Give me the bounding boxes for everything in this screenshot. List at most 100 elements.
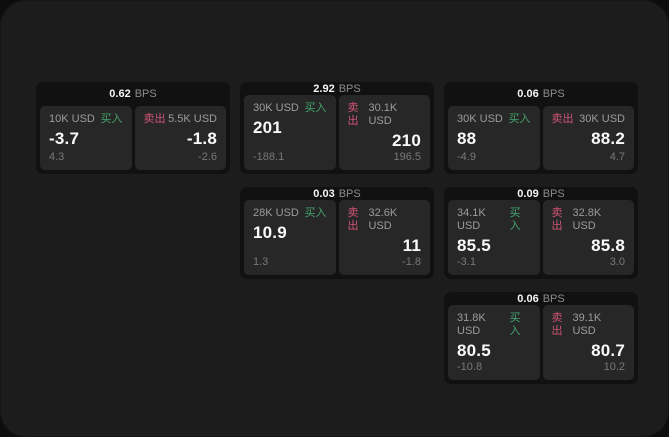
buy-top-row: 10K USD 买入 <box>49 113 123 126</box>
quote-card-grid: 0.62 BPS 10K USD 买入 -3.7 4.3 卖出 5.5K USD <box>36 82 638 384</box>
spread-header: 2.92 BPS <box>244 82 430 95</box>
buy-amount: 34.1K USD <box>457 207 486 232</box>
buy-price: 88 <box>457 129 477 148</box>
buy-panel[interactable]: 31.8K USD 买入 80.5 -10.8 <box>448 305 540 380</box>
buy-sub-value: 4.3 <box>49 151 65 163</box>
buy-top-row: 30K USD 买入 <box>253 102 327 115</box>
sell-sub-value: -1.8 <box>402 256 421 268</box>
spread-unit: BPS <box>542 88 565 100</box>
sell-sub-value: 196.5 <box>393 151 421 163</box>
buy-top-row: 28K USD 买入 <box>253 207 327 220</box>
quote-card: 0.06 BPS 31.8K USD 买入 80.5 -10.8 卖出 39.1… <box>444 292 638 384</box>
spread-value: 0.62 <box>109 88 131 100</box>
quote-card: 2.92 BPS 30K USD 买入 201 -188.1 卖出 30.1K … <box>240 82 434 174</box>
buy-sub-value: -10.8 <box>457 361 483 373</box>
buy-label: 买入 <box>509 207 521 232</box>
buy-top-row: 30K USD 买入 <box>457 113 531 126</box>
spread-unit: BPS <box>542 292 565 305</box>
sell-amount: 32.8K USD <box>572 207 602 232</box>
buy-top-row: 31.8K USD 买入 <box>457 312 531 338</box>
spread-value: 0.06 <box>517 88 539 100</box>
buy-sub-value: -3.1 <box>457 256 476 268</box>
buy-label: 买入 <box>100 113 123 125</box>
sell-panel[interactable]: 卖出 39.1K USD 80.7 10.2 <box>542 305 634 380</box>
buy-sub-value: -4.9 <box>457 151 476 163</box>
sell-top-row: 卖出 32.8K USD <box>552 207 626 233</box>
buy-amount: 30K USD <box>457 113 503 125</box>
sell-price: 11 <box>402 236 421 255</box>
quote-card: 0.06 BPS 30K USD 买入 88 -4.9 卖出 30K USD <box>444 82 638 174</box>
buy-label: 买入 <box>509 312 521 337</box>
sell-top-row: 卖出 32.6K USD <box>348 207 422 233</box>
sell-label: 卖出 <box>551 113 574 125</box>
sell-sub-value: 3.0 <box>609 256 625 268</box>
spread-header: 0.06 BPS <box>448 292 634 305</box>
buy-price: 85.5 <box>457 236 491 255</box>
quote-card-body: 10K USD 买入 -3.7 4.3 卖出 5.5K USD -1.8 -2.… <box>40 106 226 170</box>
sell-label: 卖出 <box>347 207 359 232</box>
sell-price: 85.8 <box>591 236 625 255</box>
quote-card-body: 30K USD 买入 88 -4.9 卖出 30K USD 88.2 4.7 <box>448 106 634 170</box>
quote-card-body: 28K USD 买入 10.9 1.3 卖出 32.6K USD 11 -1.8 <box>244 200 430 275</box>
buy-price: 80.5 <box>457 341 491 360</box>
sell-panel[interactable]: 卖出 30K USD 88.2 4.7 <box>542 106 634 170</box>
buy-price: -3.7 <box>49 129 80 148</box>
buy-label: 买入 <box>304 207 327 219</box>
buy-price: 201 <box>253 118 282 137</box>
spread-header: 0.06 BPS <box>448 82 634 106</box>
quote-card-body: 31.8K USD 买入 80.5 -10.8 卖出 39.1K USD 80.… <box>448 305 634 380</box>
sell-amount: 30.1K USD <box>368 102 398 127</box>
spread-header: 0.09 BPS <box>448 187 634 200</box>
sell-price: -1.8 <box>186 129 217 148</box>
buy-panel[interactable]: 28K USD 买入 10.9 1.3 <box>244 200 336 275</box>
sell-sub-value: 4.7 <box>609 151 625 163</box>
sell-label: 卖出 <box>143 113 166 125</box>
sell-label: 卖出 <box>551 207 563 232</box>
sell-amount: 5.5K USD <box>168 113 217 125</box>
buy-label: 买入 <box>508 113 531 125</box>
buy-sub-value: 1.3 <box>253 256 269 268</box>
buy-amount: 31.8K USD <box>457 312 486 337</box>
spread-value: 0.06 <box>517 292 539 305</box>
sell-sub-value: -2.6 <box>198 151 217 163</box>
buy-price: 10.9 <box>253 223 287 242</box>
quote-card: 0.62 BPS 10K USD 买入 -3.7 4.3 卖出 5.5K USD <box>36 82 230 174</box>
buy-top-row: 34.1K USD 买入 <box>457 207 531 233</box>
sell-panel[interactable]: 卖出 30.1K USD 210 196.5 <box>338 95 430 170</box>
buy-panel[interactable]: 10K USD 买入 -3.7 4.3 <box>40 106 132 170</box>
quote-card: 0.09 BPS 34.1K USD 买入 85.5 -3.1 卖出 32.8K… <box>444 187 638 279</box>
spread-value: 2.92 <box>313 82 335 95</box>
spread-value: 0.09 <box>517 187 539 200</box>
sell-label: 卖出 <box>551 312 563 337</box>
sell-sub-value: 10.2 <box>603 361 625 373</box>
sell-price: 210 <box>392 131 421 150</box>
sell-amount: 30K USD <box>579 113 625 125</box>
sell-top-row: 卖出 30.1K USD <box>348 102 422 128</box>
sell-panel[interactable]: 卖出 32.6K USD 11 -1.8 <box>338 200 430 275</box>
sell-amount: 39.1K USD <box>572 312 602 337</box>
buy-panel[interactable]: 34.1K USD 买入 85.5 -3.1 <box>448 200 540 275</box>
sell-panel[interactable]: 卖出 32.8K USD 85.8 3.0 <box>542 200 634 275</box>
spread-header: 0.03 BPS <box>244 187 430 200</box>
buy-panel[interactable]: 30K USD 买入 88 -4.9 <box>448 106 540 170</box>
sell-label: 卖出 <box>347 102 359 127</box>
buy-sub-value: -188.1 <box>253 151 285 163</box>
spread-unit: BPS <box>134 88 157 100</box>
buy-amount: 10K USD <box>49 113 95 125</box>
sell-top-row: 卖出 39.1K USD <box>552 312 626 338</box>
spread-header: 0.62 BPS <box>40 82 226 106</box>
quote-card: 0.03 BPS 28K USD 买入 10.9 1.3 卖出 32.6K US… <box>240 187 434 279</box>
spread-unit: BPS <box>338 82 361 95</box>
sell-price: 88.2 <box>591 129 625 148</box>
spread-unit: BPS <box>542 187 565 200</box>
sell-top-row: 卖出 5.5K USD <box>144 113 218 126</box>
sell-panel[interactable]: 卖出 5.5K USD -1.8 -2.6 <box>134 106 226 170</box>
sell-amount: 32.6K USD <box>368 207 398 232</box>
buy-amount: 28K USD <box>253 207 299 219</box>
sell-top-row: 卖出 30K USD <box>552 113 626 126</box>
buy-panel[interactable]: 30K USD 买入 201 -188.1 <box>244 95 336 170</box>
buy-label: 买入 <box>304 102 327 114</box>
buy-amount: 30K USD <box>253 102 299 114</box>
spread-unit: BPS <box>338 187 361 200</box>
